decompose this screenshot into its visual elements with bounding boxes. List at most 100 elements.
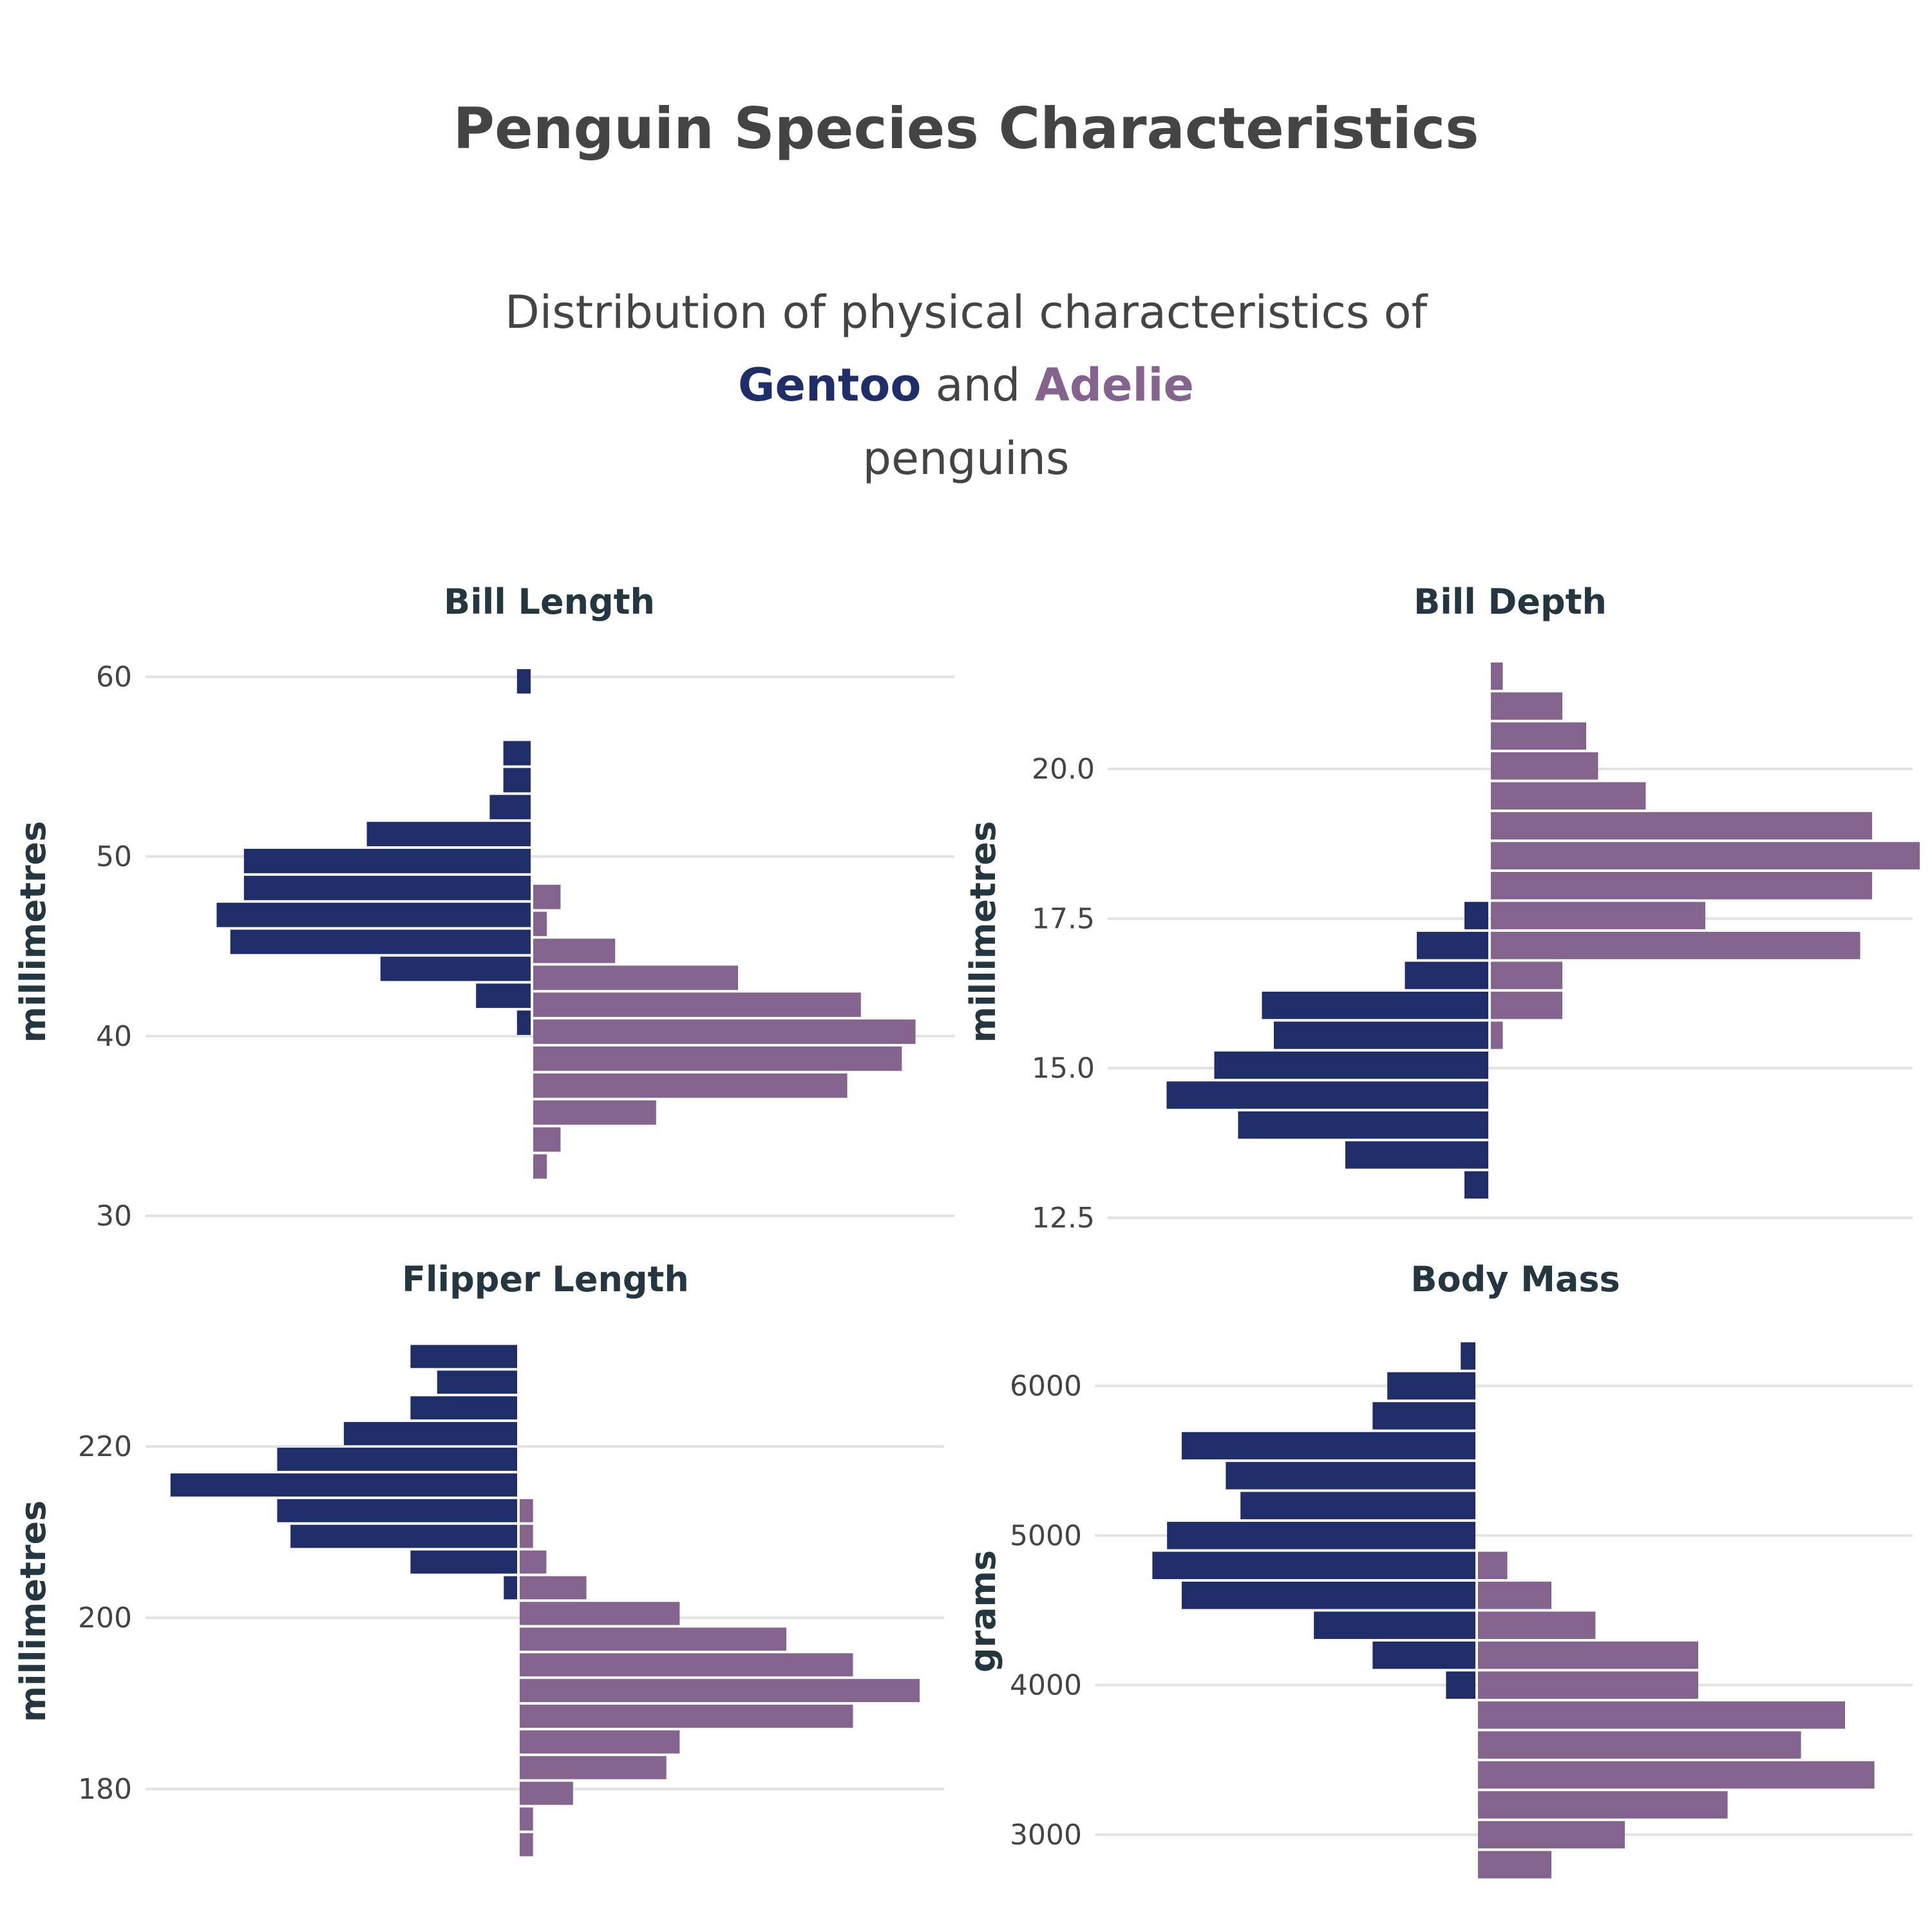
adelie-bar bbox=[520, 1833, 533, 1857]
gentoo-bar bbox=[380, 956, 531, 981]
y-tick-label: 30 bbox=[96, 1200, 132, 1233]
adelie-bar bbox=[1478, 1701, 1845, 1729]
gentoo-bar bbox=[516, 1010, 531, 1035]
adelie-bar bbox=[520, 1499, 533, 1522]
adelie-bar bbox=[533, 1154, 547, 1179]
gentoo-bar bbox=[277, 1499, 517, 1522]
y-tick-label: 15.0 bbox=[1032, 1052, 1095, 1085]
gentoo-bar bbox=[489, 795, 531, 820]
adelie-bar bbox=[1491, 931, 1861, 960]
gentoo-bar bbox=[503, 768, 531, 793]
adelie-bar bbox=[520, 1602, 680, 1625]
gentoo-bar bbox=[437, 1370, 517, 1394]
adelie-bar bbox=[520, 1756, 667, 1779]
gentoo-bar bbox=[1345, 1141, 1488, 1169]
subtitle-line-2: Gentoo and Adelie bbox=[0, 363, 1932, 408]
y-axis-label: millimetres bbox=[963, 821, 1003, 1043]
gentoo-bar bbox=[1372, 1402, 1475, 1430]
gentoo-bar bbox=[1274, 1021, 1488, 1049]
adelie-bar bbox=[1478, 1551, 1508, 1580]
gentoo-bar bbox=[1464, 902, 1488, 929]
y-axis-label: millimetres bbox=[13, 1501, 53, 1722]
adelie-bar bbox=[1478, 1851, 1551, 1879]
gentoo-bar bbox=[1240, 1492, 1475, 1520]
gentoo-bar bbox=[410, 1345, 517, 1368]
adelie-bar bbox=[1491, 812, 1872, 840]
chart-title: Penguin Species Characteristics bbox=[453, 95, 1479, 162]
adelie-bar bbox=[1491, 722, 1586, 750]
gentoo-bar bbox=[1182, 1582, 1475, 1609]
adelie-bar bbox=[533, 1127, 561, 1152]
gentoo-bar bbox=[410, 1396, 517, 1420]
y-tick-label: 40 bbox=[96, 1020, 132, 1053]
gentoo-bar bbox=[516, 669, 531, 694]
adelie-bar bbox=[533, 1019, 916, 1044]
adelie-bar bbox=[1491, 991, 1562, 1019]
adelie-bar bbox=[520, 1705, 853, 1728]
adelie-bar bbox=[1491, 782, 1646, 810]
gentoo-bar bbox=[1461, 1342, 1475, 1370]
gentoo-bar bbox=[476, 983, 531, 1009]
adelie-bar bbox=[1491, 871, 1872, 900]
gentoo-bar bbox=[1152, 1551, 1475, 1580]
y-tick-label: 4000 bbox=[1010, 1669, 1082, 1702]
y-tick-label: 20.0 bbox=[1032, 753, 1095, 786]
adelie-bar bbox=[520, 1679, 920, 1702]
adelie-bar bbox=[533, 1073, 848, 1098]
gentoo-bar bbox=[410, 1550, 517, 1574]
adelie-bar bbox=[1491, 752, 1598, 780]
adelie-bar bbox=[520, 1781, 573, 1805]
adelie-bar bbox=[520, 1730, 680, 1754]
adelie-bar bbox=[520, 1627, 786, 1651]
panel-title: Bill Depth bbox=[1414, 582, 1607, 622]
adelie-bar bbox=[1478, 1671, 1698, 1699]
adelie-bar bbox=[1478, 1821, 1625, 1849]
panel-title: Body Mass bbox=[1410, 1259, 1620, 1300]
subtitle-line-1: Distribution of physical characteristics… bbox=[504, 286, 1428, 339]
adelie-bar bbox=[520, 1524, 533, 1548]
y-tick-label: 17.5 bbox=[1032, 902, 1095, 935]
adelie-bar bbox=[1478, 1641, 1698, 1669]
gentoo-bar bbox=[1387, 1372, 1475, 1400]
subtitle-line-3: penguins bbox=[862, 432, 1070, 485]
y-tick-label: 180 bbox=[78, 1773, 132, 1806]
adelie-bar bbox=[1491, 842, 1920, 869]
gentoo-bar bbox=[170, 1473, 517, 1497]
y-tick-label: 50 bbox=[96, 840, 132, 873]
adelie-bar bbox=[533, 965, 738, 990]
gentoo-bar bbox=[1446, 1671, 1475, 1699]
subtitle-adelie-label: Adelie bbox=[1034, 359, 1194, 412]
gentoo-bar bbox=[1464, 1171, 1488, 1199]
adelie-bar bbox=[533, 1046, 902, 1071]
y-tick-label: 220 bbox=[78, 1430, 132, 1463]
adelie-bar bbox=[1478, 1731, 1801, 1759]
gentoo-bar bbox=[1372, 1641, 1475, 1669]
panel-title: Bill Length bbox=[444, 582, 655, 622]
y-axis-label: millimetres bbox=[13, 821, 53, 1043]
y-tick-label: 6000 bbox=[1010, 1370, 1082, 1403]
gentoo-bar bbox=[366, 822, 531, 847]
adelie-bar bbox=[1491, 902, 1705, 929]
adelie-bar bbox=[533, 884, 561, 909]
y-tick-label: 60 bbox=[96, 661, 132, 694]
adelie-bar bbox=[520, 1807, 533, 1831]
gentoo-bar bbox=[243, 849, 531, 873]
adelie-bar bbox=[520, 1550, 547, 1574]
gentoo-bar bbox=[216, 902, 531, 927]
adelie-bar bbox=[520, 1653, 853, 1677]
adelie-bar bbox=[1478, 1611, 1596, 1639]
adelie-bar bbox=[533, 911, 547, 936]
adelie-bar bbox=[1491, 1021, 1503, 1049]
gentoo-bar bbox=[290, 1524, 517, 1548]
adelie-bar bbox=[1478, 1791, 1728, 1819]
gentoo-bar bbox=[243, 875, 531, 900]
adelie-bar bbox=[533, 938, 616, 963]
gentoo-bar bbox=[1238, 1111, 1488, 1139]
gentoo-bar bbox=[1182, 1432, 1475, 1460]
y-tick-label: 5000 bbox=[1010, 1519, 1082, 1552]
adelie-bar bbox=[533, 1100, 656, 1125]
adelie-bar bbox=[1478, 1582, 1551, 1609]
gentoo-bar bbox=[230, 929, 531, 954]
subtitle-and: and bbox=[935, 359, 1021, 412]
